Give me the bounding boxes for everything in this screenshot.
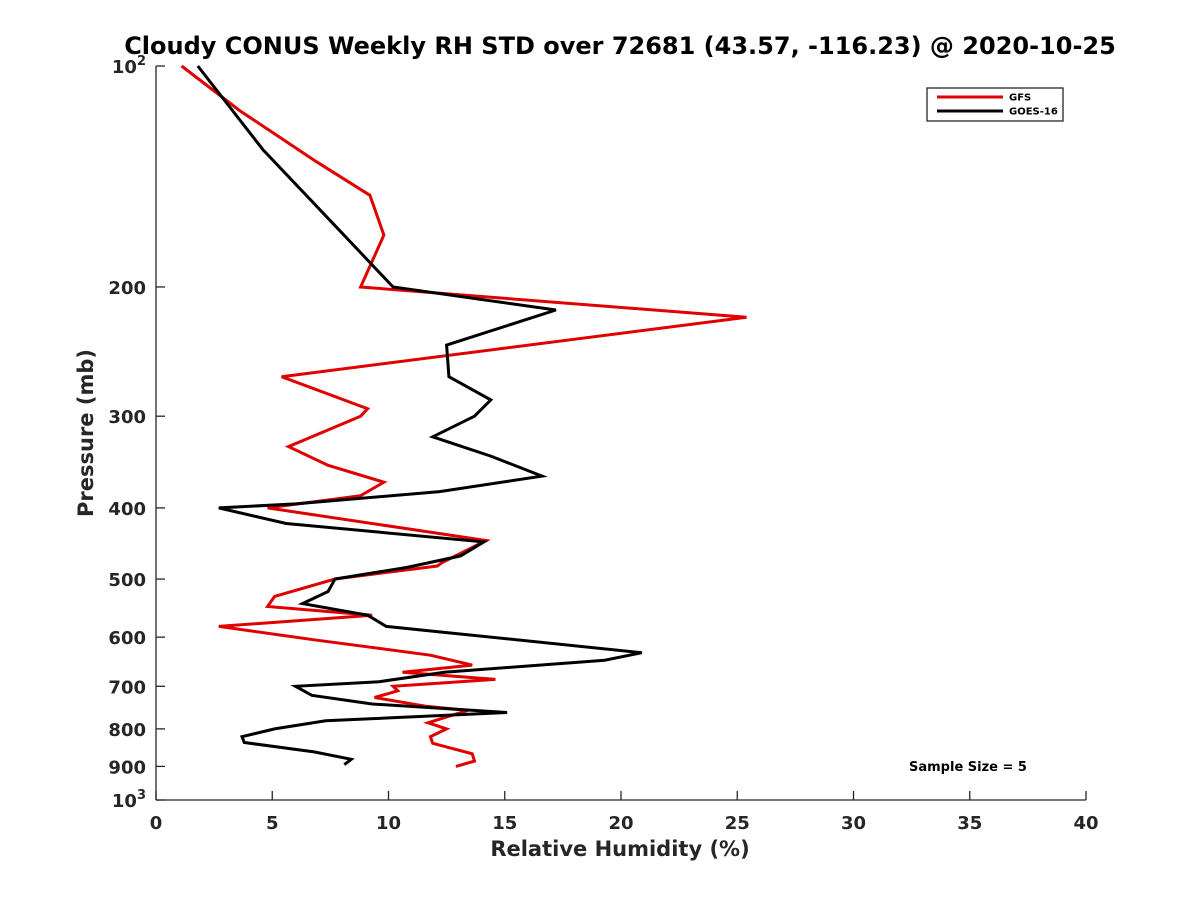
series-layer [180,64,747,768]
x-tick-label: 20 [608,813,633,834]
sample-size-annotation: Sample Size = 5 [909,760,1027,775]
x-tick-label: 25 [725,813,750,834]
y-tick-label: 200 [108,278,146,299]
y-tick-label: 700 [108,677,146,698]
y-axis-label: Pressure (mb) [74,349,98,517]
legend-label: GOES-16 [1009,107,1058,118]
series-line-gfs [180,64,747,768]
y-tick-label: 102 [112,54,146,78]
x-tick-label: 10 [376,813,401,834]
y-tick-label: 400 [108,499,146,520]
y-tick-label: 800 [108,720,146,741]
chart-title: Cloudy CONUS Weekly RH STD over 72681 (4… [124,32,1116,60]
x-axis-label: Relative Humidity (%) [490,837,749,861]
x-tick-label: 15 [492,813,517,834]
legend: GFS GOES-16 [926,87,1064,122]
y-tick-label: 500 [108,570,146,591]
x-tick-label: 30 [841,813,866,834]
legend-label: GFS [1009,93,1031,104]
y-axis-ticks: 102 200 300 400 500 600 700 800 900 103 [108,54,165,812]
y-tick-label: 900 [108,757,146,778]
legend-box [926,87,1064,122]
x-tick-label: 40 [1073,813,1098,834]
y-tick-label: 103 [112,788,146,812]
y-tick-label: 300 [108,407,146,428]
x-axis-ticks: 0 5 10 15 20 25 30 35 40 [150,791,1099,834]
y-tick-label: 600 [108,628,146,649]
x-tick-label: 0 [150,813,163,834]
plot-area [155,66,1086,801]
x-tick-label: 35 [957,813,982,834]
series-line-goes-16 [196,65,643,766]
x-tick-label: 5 [266,813,279,834]
